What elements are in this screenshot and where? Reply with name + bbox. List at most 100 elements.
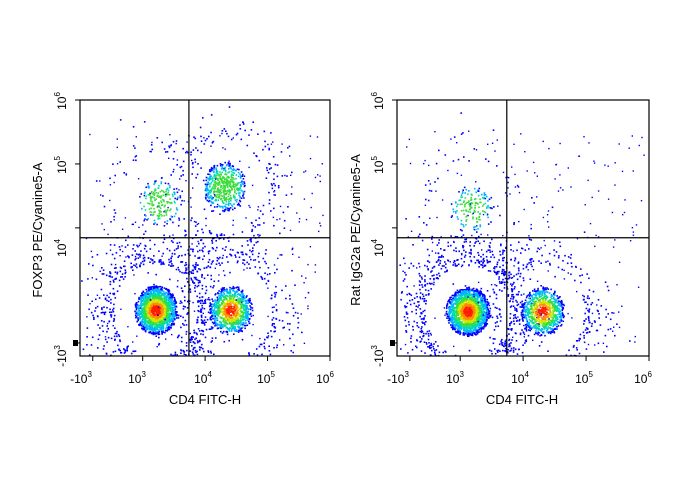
event-dot: [95, 307, 97, 309]
event-dot: [234, 296, 236, 298]
event-dot: [239, 161, 240, 162]
event-dot: [205, 140, 207, 142]
event-dot: [221, 289, 223, 291]
event-dot: [86, 316, 87, 317]
event-dot: [234, 254, 236, 256]
event-dot: [156, 331, 158, 333]
event-dot: [113, 216, 115, 218]
event-dot: [136, 302, 138, 304]
event-dot: [273, 156, 275, 158]
event-dot: [287, 147, 289, 149]
event-dot: [106, 300, 108, 302]
event-dot: [135, 265, 137, 267]
event-dot: [151, 203, 153, 205]
event-dot: [287, 312, 288, 313]
event-dot: [218, 262, 220, 264]
event-dot: [113, 304, 115, 306]
event-dot: [207, 194, 209, 196]
event-dot: [114, 182, 115, 183]
event-dot: [139, 325, 141, 327]
event-dot: [223, 331, 225, 333]
event-dot: [220, 322, 222, 324]
event-dot: [301, 332, 303, 334]
event-dot: [277, 176, 279, 178]
event-dot: [421, 318, 423, 320]
event-dot: [173, 192, 175, 194]
event-dot: [105, 312, 107, 314]
event-dot: [265, 253, 267, 255]
event-dot: [139, 318, 141, 320]
x-tick-label: -103: [70, 370, 92, 386]
event-dot: [315, 177, 316, 178]
event-dot: [144, 121, 146, 123]
event-dot: [238, 331, 240, 333]
event-dot: [228, 323, 230, 325]
event-dot: [216, 182, 218, 184]
event-dot: [283, 212, 285, 214]
event-dot: [154, 315, 156, 317]
event-dot: [112, 309, 114, 311]
event-dot: [195, 147, 197, 149]
event-dot: [259, 224, 261, 226]
event-dot: [310, 158, 311, 159]
event-dot: [228, 168, 230, 170]
event-dot: [236, 286, 238, 288]
event-dot: [237, 204, 239, 206]
event-dot: [210, 171, 212, 173]
event-dot: [172, 295, 174, 297]
event-dot: [215, 178, 216, 179]
event-dot: [251, 129, 253, 131]
event-dot: [276, 347, 278, 349]
event-dot: [225, 319, 227, 321]
event-dot: [154, 199, 156, 201]
event-dot: [167, 302, 169, 304]
event-dot: [199, 257, 201, 259]
event-dot: [185, 354, 187, 356]
event-dot: [211, 263, 213, 265]
event-dot: [232, 323, 234, 325]
event-dot: [262, 278, 264, 280]
event-dot: [145, 315, 147, 317]
event-dot: [140, 322, 142, 324]
event-dot: [231, 314, 233, 316]
event-dot: [205, 225, 206, 226]
event-dot: [225, 295, 227, 297]
event-dot: [210, 286, 212, 288]
event-dot: [164, 319, 166, 321]
event-dot: [228, 318, 230, 320]
event-dot: [147, 299, 149, 301]
event-dot: [463, 234, 465, 236]
event-dot: [172, 194, 174, 196]
event-dot: [151, 201, 153, 203]
event-dot: [111, 311, 113, 313]
event-dot: [225, 246, 227, 248]
event-dot: [247, 318, 249, 320]
event-dot: [196, 246, 197, 247]
event-dot: [277, 164, 279, 166]
event-dot: [172, 234, 173, 235]
event-dot: [208, 253, 209, 254]
event-dot: [160, 295, 162, 297]
event-dot: [173, 324, 175, 326]
event-dot: [144, 316, 146, 318]
event-dot: [247, 244, 249, 246]
event-dot: [240, 128, 242, 130]
event-dot: [201, 274, 203, 276]
event-dot: [267, 170, 269, 172]
event-dot: [180, 352, 182, 354]
event-dot: [250, 259, 252, 261]
event-dot: [169, 327, 171, 329]
event-dot: [158, 307, 159, 308]
event-dot: [310, 246, 311, 247]
event-dot: [195, 221, 197, 223]
event-dot: [191, 272, 193, 274]
event-dot: [231, 319, 233, 321]
event-dot: [478, 331, 480, 333]
event-dot: [432, 275, 434, 277]
event-dot: [104, 229, 105, 230]
event-dot: [297, 313, 298, 314]
event-dot: [292, 352, 294, 354]
event-dot: [230, 327, 232, 329]
event-dot: [141, 301, 143, 303]
